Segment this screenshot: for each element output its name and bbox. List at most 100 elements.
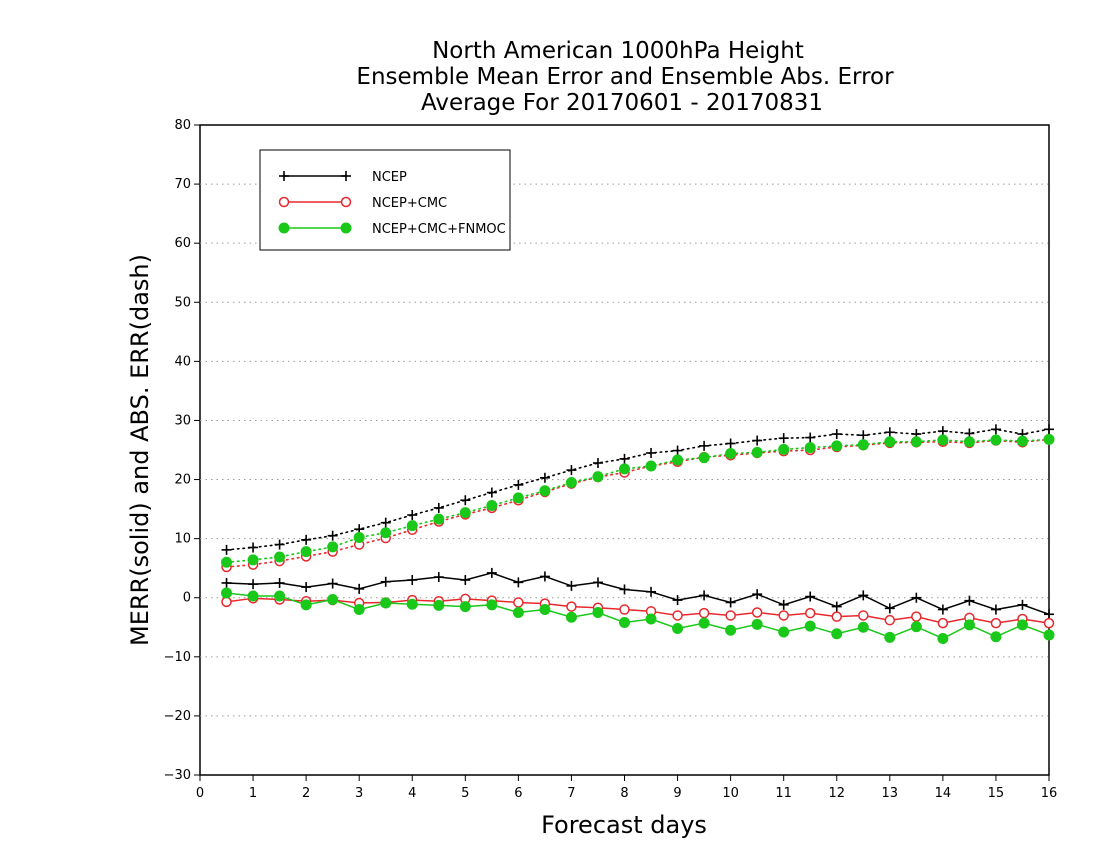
y-tick-label: 70 <box>174 177 191 192</box>
merr-point-ncep-cmc-fnmoc <box>910 621 922 633</box>
y-tick-label: 80 <box>174 118 191 133</box>
merr-point-ncep <box>725 597 736 608</box>
merr-point-ncep-cmc-fnmoc <box>512 607 524 618</box>
merr-point-ncep <box>592 577 603 588</box>
merr-point-ncep <box>539 571 550 582</box>
x-tick-label: 5 <box>461 786 469 801</box>
merr-point-ncep <box>752 589 763 600</box>
merr-point-ncep <box>486 567 497 578</box>
abs-err-point-ncep <box>327 530 338 541</box>
merr-point-ncep-cmc <box>804 607 816 619</box>
abs-err-point-ncep-cmc-fnmoc <box>565 477 577 488</box>
merr-point-ncep-cmc-fnmoc <box>884 631 896 643</box>
abs-err-point-ncep-cmc-fnmoc <box>274 551 286 563</box>
chart-title-line-3: Average For 20170601 - 20170831 <box>421 90 823 116</box>
chart-title-line-1: North American 1000hPa Height <box>432 38 804 64</box>
abs-err-point-ncep-cmc-fnmoc <box>380 527 392 539</box>
merr-point-ncep-cmc-fnmoc <box>804 620 816 632</box>
abs-err-line-ncep-cmc-fnmoc <box>225 438 1050 564</box>
abs-err-point-ncep-cmc-fnmoc <box>963 436 975 448</box>
x-tick-label: 1 <box>249 786 257 801</box>
merr-point-ncep-cmc-fnmoc <box>433 599 445 611</box>
merr-point-ncep-cmc <box>831 611 842 622</box>
abs-err-point-ncep <box>778 433 789 444</box>
y-tick-label: 40 <box>174 354 191 369</box>
series-ncep <box>221 424 1054 620</box>
abs-err-point-ncep <box>831 429 842 440</box>
legend-box <box>259 149 511 251</box>
legend-item-ncep-cmc-fnmoc: NCEP+CMC+FNMOC <box>278 222 506 237</box>
merr-point-ncep-cmc <box>566 601 577 612</box>
merr-point-ncep-cmc <box>619 604 630 615</box>
merr-point-ncep <box>460 575 471 585</box>
merr-point-ncep <box>513 577 524 588</box>
y-tick-label: 50 <box>174 295 191 310</box>
merr-point-ncep-cmc-fnmoc <box>406 598 418 610</box>
legend-label: NCEP <box>372 170 407 185</box>
abs-err-point-ncep <box>513 479 524 490</box>
abs-err-point-ncep-cmc-fnmoc <box>645 460 657 472</box>
y-tick-label: 30 <box>174 413 191 428</box>
abs-err-point-ncep-cmc-fnmoc <box>725 448 737 460</box>
abs-err-point-ncep-cmc-fnmoc <box>459 507 471 519</box>
legend-marker <box>341 171 351 181</box>
x-tick-label: 3 <box>355 786 363 801</box>
legend-marker <box>279 171 289 181</box>
legend-label: NCEP+CMC <box>372 196 447 211</box>
abs-err-point-ncep-cmc-fnmoc <box>778 443 790 455</box>
merr-point-ncep-cmc <box>937 617 949 629</box>
abs-err-point-ncep <box>592 458 603 468</box>
abs-err-point-ncep-cmc-fnmoc <box>698 452 710 464</box>
y-tick-label: 0 <box>183 591 191 606</box>
y-tick-label: 60 <box>174 236 191 251</box>
merr-point-ncep-cmc-fnmoc <box>1043 629 1055 641</box>
merr-point-ncep-cmc-fnmoc <box>353 604 365 616</box>
merr-point-ncep-cmc <box>751 607 763 618</box>
abs-err-point-ncep <box>433 502 444 513</box>
abs-err-point-ncep <box>619 453 630 464</box>
merr-point-ncep <box>1044 609 1054 620</box>
merr-point-ncep-cmc-fnmoc <box>459 601 471 613</box>
merr-point-ncep <box>778 599 789 610</box>
x-tick-label: 12 <box>828 786 845 801</box>
legend-label: NCEP+CMC+FNMOC <box>372 222 506 237</box>
abs-err-point-ncep <box>672 445 683 456</box>
merr-point-ncep-cmc-fnmoc <box>539 604 551 616</box>
abs-err-point-ncep-cmc-fnmoc <box>247 554 259 566</box>
abs-err-point-ncep-cmc-fnmoc <box>486 500 498 512</box>
abs-err-point-ncep-cmc-fnmoc <box>512 492 524 504</box>
abs-err-point-ncep <box>884 427 895 438</box>
merr-point-ncep <box>248 579 259 590</box>
y-tick-label: −10 <box>164 650 191 665</box>
x-tick-label: 9 <box>673 786 681 801</box>
x-tick-label: 15 <box>988 786 1005 801</box>
merr-point-ncep <box>646 586 657 597</box>
merr-point-ncep <box>380 576 391 587</box>
chart-title-line-2: Ensemble Mean Error and Ensemble Abs. Er… <box>356 64 894 90</box>
x-tick-label: 4 <box>408 786 416 801</box>
merr-point-ncep-cmc <box>698 607 710 619</box>
x-tick-label: 2 <box>302 786 310 801</box>
abs-err-point-ncep-cmc-fnmoc <box>884 436 896 448</box>
abs-err-point-ncep <box>752 435 763 446</box>
merr-point-ncep-cmc-fnmoc <box>327 594 339 605</box>
merr-point-ncep <box>884 603 895 614</box>
abs-err-point-ncep <box>566 465 577 476</box>
merr-point-ncep-cmc-fnmoc <box>725 624 737 636</box>
merr-point-ncep-cmc-fnmoc <box>300 599 312 611</box>
abs-err-point-ncep-cmc-fnmoc <box>831 440 843 452</box>
abs-err-point-ncep <box>301 534 312 545</box>
merr-point-ncep <box>990 604 1001 615</box>
abs-err-point-ncep <box>248 542 259 553</box>
merr-point-ncep-cmc <box>513 597 524 608</box>
legend: NCEP NCEP+CMC NCEP+CMC+FNMOC <box>259 149 511 251</box>
merr-point-ncep-cmc-fnmoc <box>645 613 657 625</box>
abs-err-point-ncep <box>486 487 497 498</box>
x-tick-label: 10 <box>722 786 739 801</box>
merr-point-ncep <box>831 601 842 612</box>
y-axis-label: MERR(solid) and ABS. ERR(dash) <box>126 254 154 646</box>
abs-err-point-ncep-cmc-fnmoc <box>990 434 1002 446</box>
merr-point-ncep <box>433 572 444 583</box>
abs-err-point-ncep-cmc-fnmoc <box>910 436 922 448</box>
y-tick-label: −30 <box>164 768 191 783</box>
